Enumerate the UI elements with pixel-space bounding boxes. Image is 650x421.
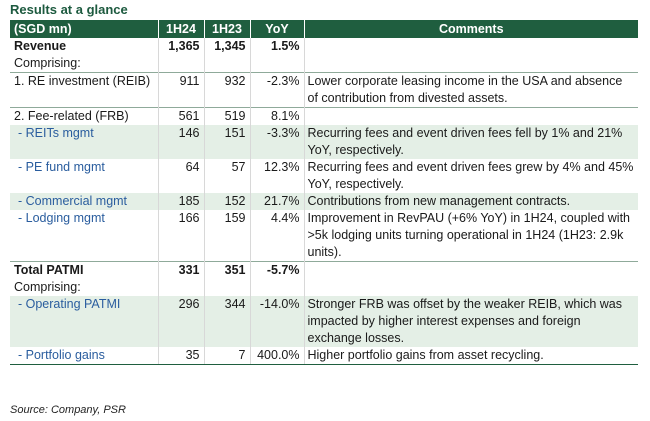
table-row-portfolio: - Portfolio gains 35 7 400.0% Higher por… (10, 347, 638, 365)
row-1h23: 932 (204, 72, 251, 108)
source-note: Source: Company, PSR (10, 404, 126, 416)
row-label: Total PATMI (10, 261, 159, 279)
row-comment: Lower corporate leasing income in the US… (303, 72, 638, 108)
row-comment: Recurring fees and event driven fees gre… (303, 159, 638, 193)
row-comment: Higher portfolio gains from asset recycl… (303, 347, 638, 365)
row-1h23: 1,345 (204, 38, 251, 55)
table-row-commercial: - Commercial mgmt 185 152 21.7% Contribu… (10, 193, 638, 210)
header-1h24: 1H24 (158, 20, 205, 38)
row-1h23: 351 (204, 261, 251, 279)
table-row-operating: - Operating PATMI 296 344 -14.0% Stronge… (10, 296, 638, 347)
results-table: (SGD mn) 1H24 1H23 YoY Comments Revenue … (10, 20, 638, 365)
row-yoy: 400.0% (249, 347, 305, 365)
row-1h24: 331 (158, 261, 205, 279)
row-yoy: -5.7% (249, 261, 305, 279)
header-1h23: 1H23 (204, 20, 251, 38)
row-1h24: 35 (158, 347, 205, 365)
row-1h24: 166 (158, 210, 205, 262)
row-comment (303, 38, 638, 55)
table-row-reits: - REITs mgmt 146 151 -3.3% Recurring fee… (10, 125, 638, 159)
row-1h24: 1,365 (158, 38, 205, 55)
row-1h23: 344 (204, 296, 251, 347)
table-title: Results at a glance (10, 2, 128, 17)
row-label: 2. Fee-related (FRB) (10, 107, 159, 125)
table-row-frb: 2. Fee-related (FRB) 561 519 8.1% (10, 107, 638, 125)
row-yoy: 12.3% (249, 159, 305, 193)
row-label: - Commercial mgmt (10, 193, 159, 210)
row-comment: Stronger FRB was offset by the weaker RE… (303, 296, 638, 347)
row-comment: Contributions from new management contra… (303, 193, 638, 210)
row-comment: Improvement in RevPAU (+6% YoY) in 1H24,… (303, 210, 638, 262)
header-comments: Comments (304, 20, 638, 38)
row-yoy: 21.7% (249, 193, 305, 210)
row-1h24: 911 (158, 72, 205, 108)
table-row-revenue: Revenue 1,365 1,345 1.5% (10, 38, 638, 55)
row-label: Comprising: (10, 55, 159, 73)
row-1h23: 152 (204, 193, 251, 210)
row-yoy: -2.3% (249, 72, 305, 108)
row-yoy: -3.3% (249, 125, 305, 159)
table-row-comprising: Comprising: (10, 55, 638, 73)
row-label: - Portfolio gains (10, 347, 159, 365)
row-comment: Recurring fees and event driven fees fel… (303, 125, 638, 159)
row-comment (303, 261, 638, 279)
row-1h23: 519 (204, 107, 251, 125)
row-label: - Lodging mgmt (10, 210, 159, 262)
row-label: - REITs mgmt (10, 125, 159, 159)
row-label: - PE fund mgmt (10, 159, 159, 193)
row-1h24: 296 (158, 296, 205, 347)
row-1h23: 151 (204, 125, 251, 159)
header-label: (SGD mn) (10, 20, 159, 38)
table-row-lodging: - Lodging mgmt 166 159 4.4% Improvement … (10, 210, 638, 262)
row-1h23: 159 (204, 210, 251, 262)
row-1h24: 64 (158, 159, 205, 193)
header-yoy: YoY (250, 20, 305, 38)
row-1h23: 7 (204, 347, 251, 365)
row-yoy: 8.1% (249, 107, 305, 125)
row-yoy: 4.4% (249, 210, 305, 262)
row-label: Comprising: (10, 279, 159, 296)
row-label: - Operating PATMI (10, 296, 159, 347)
row-comment (303, 107, 638, 125)
table-row-reib: 1. RE investment (REIB) 911 932 -2.3% Lo… (10, 72, 638, 108)
table-row-comprising: Comprising: (10, 279, 638, 296)
row-yoy: -14.0% (249, 296, 305, 347)
row-1h24: 561 (158, 107, 205, 125)
row-label: Revenue (10, 38, 159, 55)
table-row-pe: - PE fund mgmt 64 57 12.3% Recurring fee… (10, 159, 638, 193)
row-1h23: 57 (204, 159, 251, 193)
header-row: (SGD mn) 1H24 1H23 YoY Comments (10, 20, 638, 38)
row-yoy: 1.5% (249, 38, 305, 55)
row-1h24: 146 (158, 125, 205, 159)
table-row-patmi: Total PATMI 331 351 -5.7% (10, 261, 638, 279)
row-label: 1. RE investment (REIB) (10, 72, 159, 108)
row-1h24: 185 (158, 193, 205, 210)
